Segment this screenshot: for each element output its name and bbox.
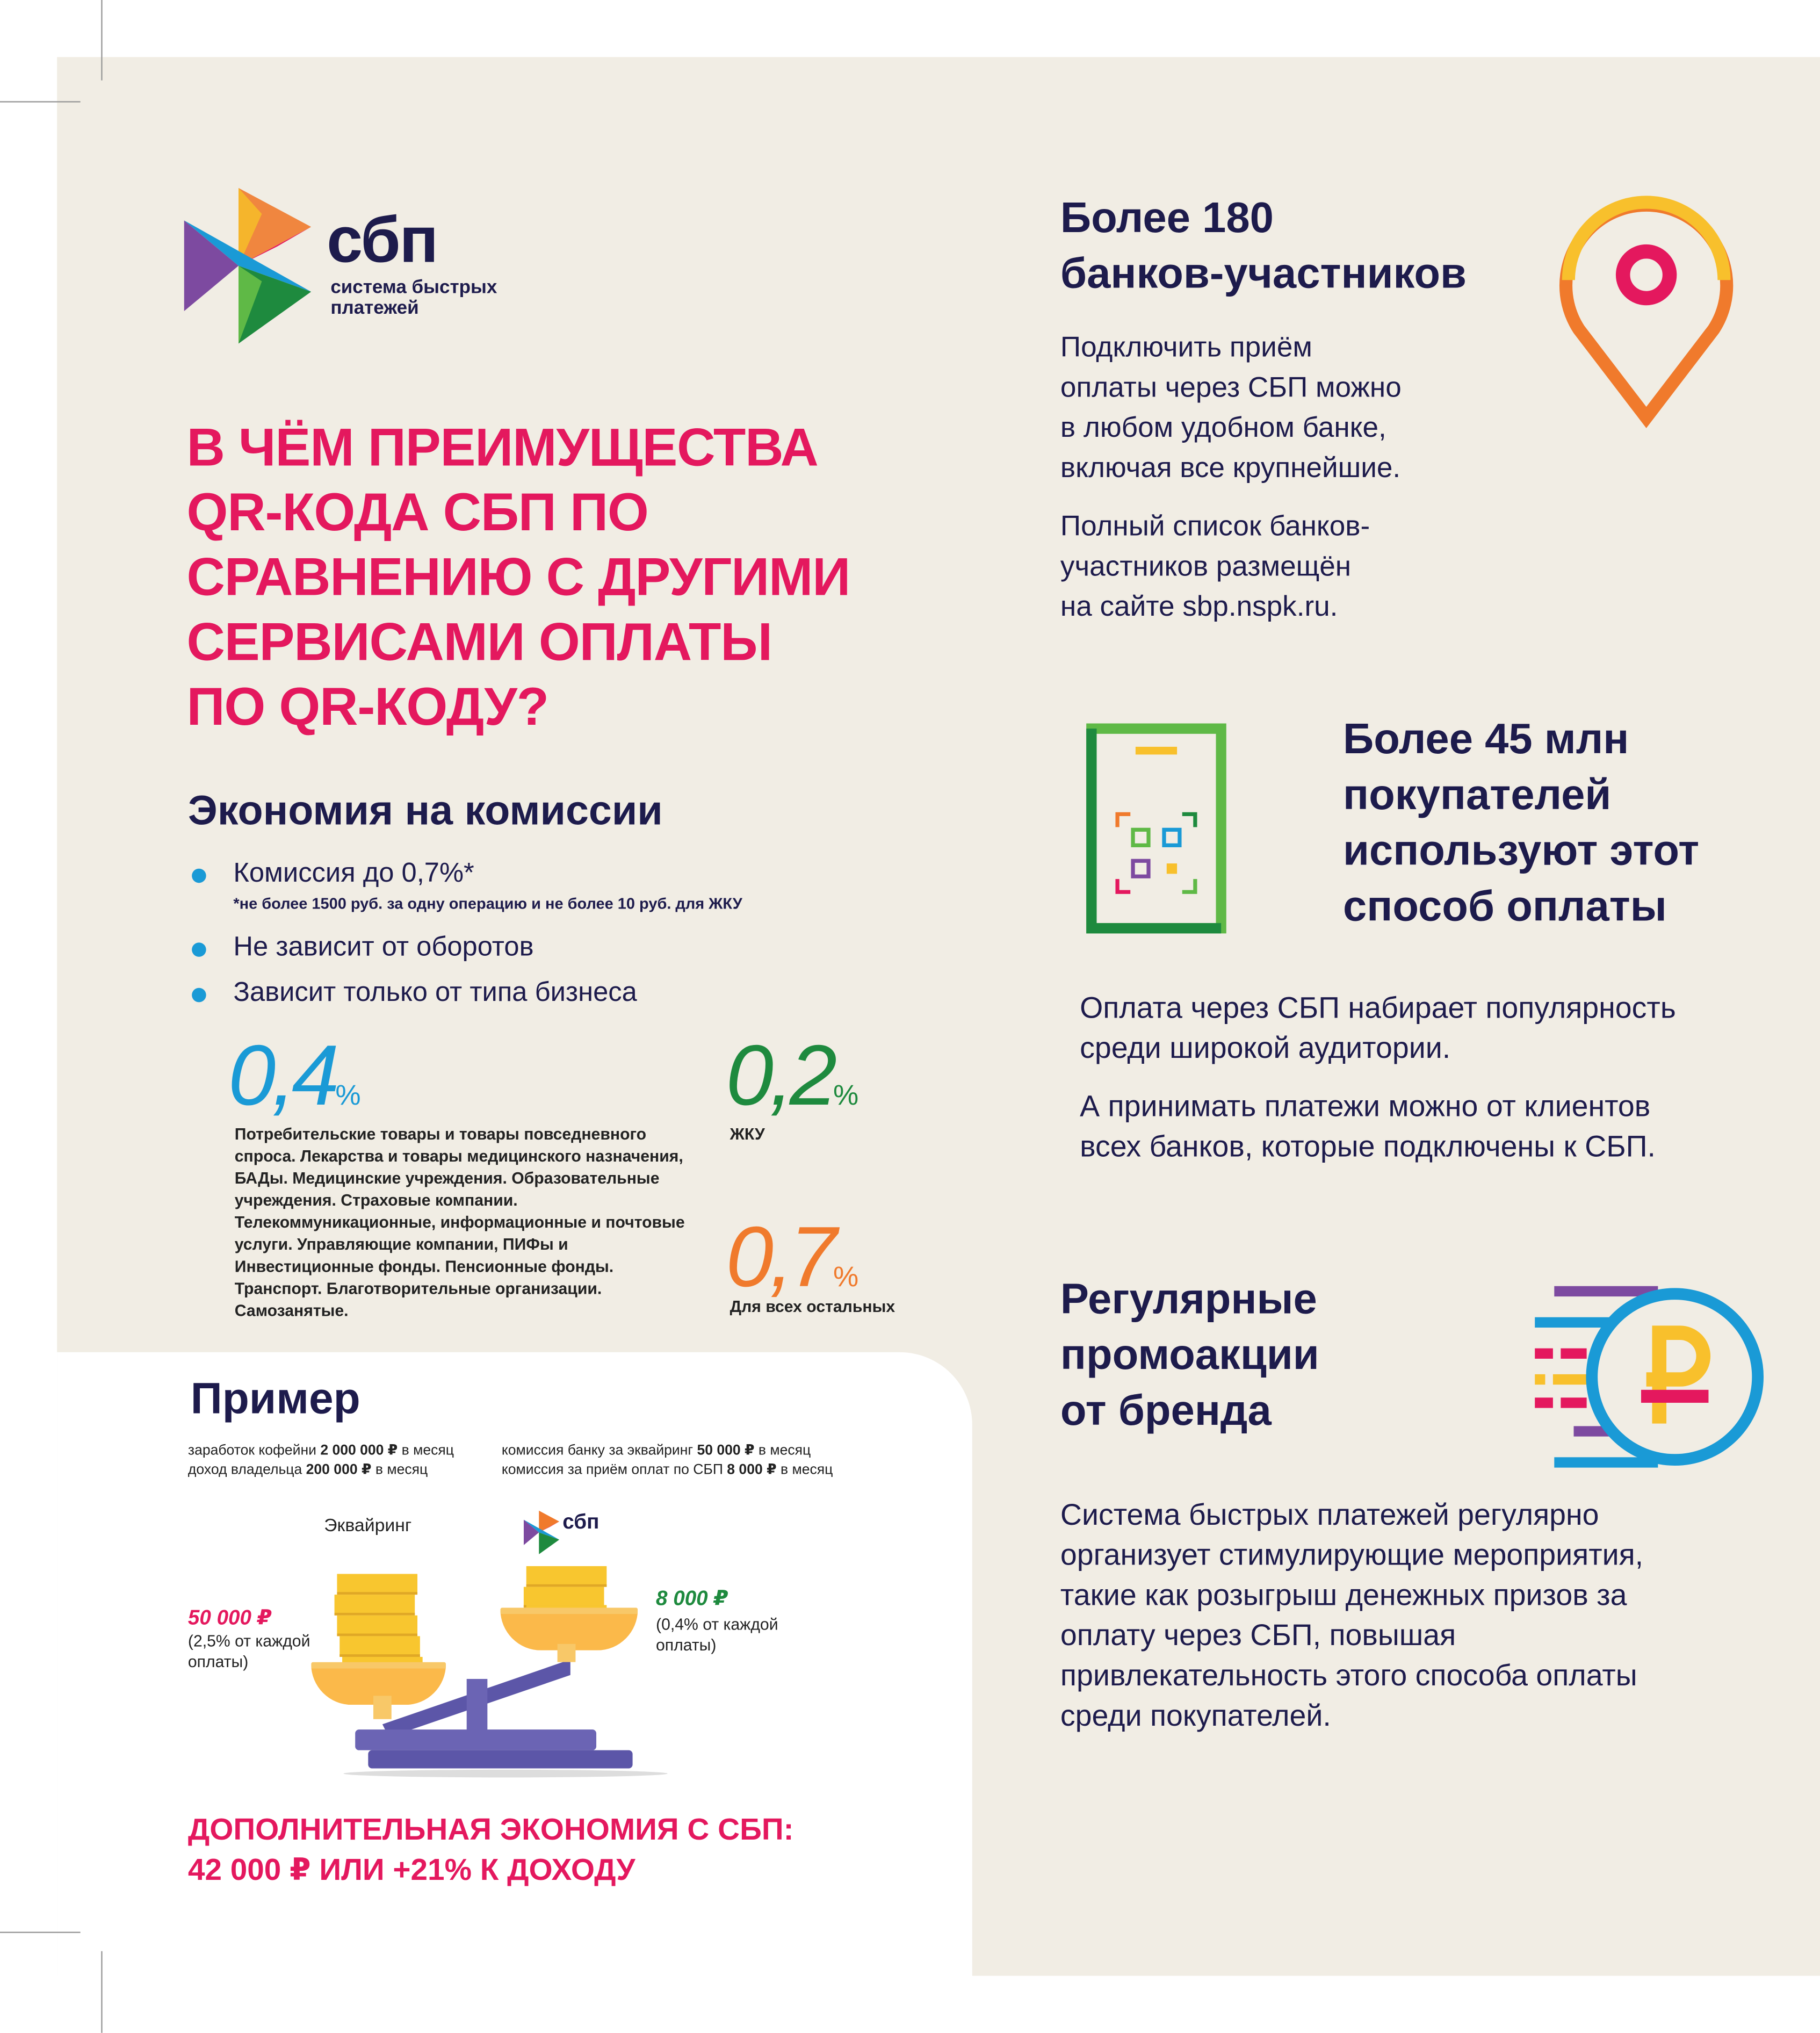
bullet-item: Комиссия до 0,7%* bbox=[233, 858, 474, 888]
sbp-mini-logo-icon bbox=[523, 1510, 560, 1554]
conclusion: ДОПОЛНИТЕЛЬНАЯ ЭКОНОМИЯ С СБП: 42 000 ₽ … bbox=[187, 1812, 794, 1887]
acquiring-label: Эквайринг bbox=[324, 1514, 412, 1535]
logo-tagline: платежей bbox=[330, 298, 419, 319]
rate-0-2-description: ЖКУ bbox=[730, 1125, 765, 1144]
rate-0-4: 0,4% bbox=[228, 1027, 361, 1123]
crop-mark bbox=[101, 1951, 103, 2033]
footnote: *не более 1500 руб. за одну операцию и н… bbox=[233, 895, 742, 913]
scale-illustration bbox=[311, 1556, 700, 1783]
bullet-dot bbox=[192, 987, 206, 1003]
phone-qr-icon bbox=[1086, 723, 1226, 934]
rate-0-4-description: Потребительские товары и товары повседне… bbox=[234, 1125, 685, 1320]
buyers-paragraph-1: Оплата через СБП набирает популярность ср… bbox=[1080, 990, 1676, 1065]
ruble-coin-icon bbox=[1535, 1286, 1764, 1468]
location-pin-icon bbox=[1559, 196, 1734, 428]
rate-0-7-description: Для всех остальных bbox=[730, 1297, 895, 1316]
bullet-dot bbox=[192, 868, 206, 883]
bullet-item: Не зависит от оборотов bbox=[233, 932, 534, 962]
crop-mark bbox=[0, 101, 81, 103]
example-title: Пример bbox=[190, 1374, 360, 1424]
bullet-item: Зависит только от типа бизнеса bbox=[233, 977, 637, 1007]
buyers-paragraph-2: А принимать платежи можно от клиентов все… bbox=[1080, 1089, 1656, 1163]
headline-line: СРАВНЕНИЮ С ДРУГИМИ bbox=[186, 547, 850, 607]
acquiring-note: (2,5% от каждой оплаты) bbox=[187, 1632, 310, 1671]
headline-line: СЕРВИСАМИ ОПЛАТЫ bbox=[186, 611, 772, 672]
example-left-line: заработок кофейни 2 000 000 ₽ в месяц bbox=[187, 1443, 454, 1459]
banks-paragraph-2: Полный список банков-участников размещён… bbox=[1060, 509, 1370, 623]
page-headline: В ЧЁМ ПРЕИМУЩЕСТВА QR-КОДА СБП ПО СРАВНЕ… bbox=[186, 415, 850, 739]
promo-paragraph: Система быстрых платежей регулярно органи… bbox=[1060, 1497, 1644, 1732]
sbp-note: (0,4% от каждой оплаты) bbox=[656, 1615, 778, 1655]
logo-tagline: система быстрых bbox=[330, 277, 497, 299]
crop-mark bbox=[101, 0, 103, 81]
savings-title: Экономия на комиссии bbox=[187, 787, 663, 834]
headline-line: ПО QR-КОДУ? bbox=[186, 676, 549, 737]
sbp-amount: 8 000 ₽ bbox=[656, 1588, 728, 1611]
banks-title: Более 180 банков-участников bbox=[1060, 193, 1467, 297]
acquiring-amount: 50 000 ₽ bbox=[187, 1607, 272, 1630]
example-right-line: комиссия за приём оплат по СБП 8 000 ₽ в… bbox=[501, 1462, 833, 1478]
mini-logo-wordmark: сбп bbox=[562, 1511, 600, 1534]
headline-line: В ЧЁМ ПРЕИМУЩЕСТВА bbox=[186, 417, 818, 478]
crop-mark bbox=[0, 1931, 81, 1933]
rate-0-2: 0,2% bbox=[726, 1027, 859, 1123]
example-left-line: доход владельца 200 000 ₽ в месяц bbox=[187, 1462, 428, 1478]
banks-paragraph-1: Подключить приём оплаты через СБП можно в … bbox=[1060, 330, 1402, 484]
example-right-line: комиссия банку за эквайринг 50 000 ₽ в м… bbox=[501, 1443, 811, 1459]
bullet-dot bbox=[192, 942, 206, 957]
logo-wordmark: сбп bbox=[327, 203, 438, 276]
rate-0-7: 0,7% bbox=[726, 1208, 859, 1304]
buyers-title: Более 45 млн покупателей используют этот сп… bbox=[1342, 714, 1700, 930]
promo-title: Регулярные промоакции от бренда bbox=[1060, 1274, 1319, 1434]
headline-line: QR-КОДА СБП ПО bbox=[186, 482, 648, 542]
sbp-logo-icon bbox=[184, 188, 312, 344]
